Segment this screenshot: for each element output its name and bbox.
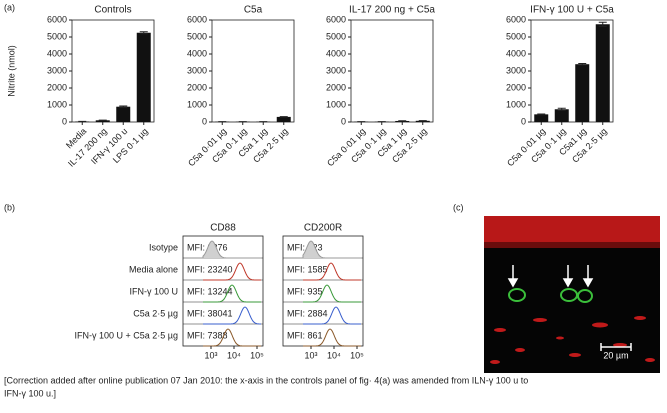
y-tick-label: 2000	[326, 82, 346, 92]
x-tick-label: 10⁵	[350, 350, 364, 360]
y-tick-label: 0	[341, 116, 346, 126]
panel-label: (c)	[453, 202, 464, 212]
bar	[595, 24, 610, 122]
histogram	[203, 328, 261, 347]
y-tick-label: 1000	[326, 99, 346, 109]
y-tick-label: 4000	[326, 48, 346, 58]
error-bar	[598, 21, 607, 27]
y-tick-label: 1000	[47, 99, 67, 109]
y-tick-label: 3000	[47, 65, 67, 75]
panel-title: CD88	[210, 223, 236, 234]
micrograph: 20 µm	[484, 216, 660, 373]
histogram	[303, 328, 361, 347]
mfi-label: MFI: 7388	[187, 330, 228, 340]
bar	[136, 32, 151, 122]
y-tick-label: 0	[62, 116, 67, 126]
histogram	[302, 240, 361, 259]
row-label: Media alone	[129, 264, 178, 274]
chart-title: Controls	[94, 5, 131, 16]
y-tick-label: 5000	[506, 31, 526, 41]
error-bar	[139, 31, 148, 35]
row-label: IFN-γ 100 U	[129, 286, 178, 296]
y-tick-label: 2000	[187, 82, 207, 92]
y-tick-label: 5000	[47, 31, 67, 41]
chart-title: IL-17 200 ng + C5a	[349, 5, 435, 16]
y-tick-label: 3000	[506, 65, 526, 75]
mfi-label: MFI: 13244	[187, 286, 233, 296]
plot-frame	[182, 235, 264, 347]
plot-frame	[350, 19, 434, 123]
y-tick-label: 4000	[47, 48, 67, 58]
y-tick-label: 2000	[47, 82, 67, 92]
y-tick-label: 4000	[187, 48, 207, 58]
chart-title: IFN-γ 100 U + C5a	[530, 5, 614, 16]
plot-frame	[282, 235, 364, 347]
correction-text: [Correction added after online publicati…	[4, 375, 528, 385]
row-label: C5a 2·5 µg	[133, 308, 178, 318]
x-tick-label: 10³	[204, 350, 217, 360]
histogram	[303, 306, 361, 325]
bar	[534, 114, 549, 122]
mfi-label: MFI: 3376	[187, 242, 228, 252]
y-tick-label: 1000	[187, 99, 207, 109]
x-tick-label: 10⁴	[227, 350, 241, 360]
error-bar	[119, 105, 128, 108]
y-tick-label: 6000	[326, 14, 346, 24]
y-tick-label: 5000	[326, 31, 346, 41]
mfi-label: MFI: 1585	[287, 264, 328, 274]
y-tick-label: 1000	[506, 99, 526, 109]
histogram	[303, 284, 361, 303]
panel-label: (a)	[4, 2, 15, 12]
x-tick-label: 10⁵	[250, 350, 264, 360]
y-axis-label: Nitrite (nmol)	[6, 45, 16, 97]
bar	[575, 64, 590, 122]
bar	[276, 116, 291, 122]
error-bar	[279, 116, 288, 118]
y-tick-label: 5000	[187, 31, 207, 41]
y-tick-label: 3000	[326, 65, 346, 75]
histogram	[203, 262, 261, 281]
bar	[554, 109, 569, 122]
y-tick-label: 0	[521, 116, 526, 126]
panel-title: CD200R	[304, 223, 342, 234]
mfi-label: MFI: 861	[287, 330, 323, 340]
panel-label: (b)	[4, 202, 15, 212]
y-tick-label: 6000	[47, 14, 67, 24]
error-bar	[578, 63, 587, 66]
mfi-label: MFI: 935	[287, 286, 323, 296]
correction-text: IFN-γ 100 u.]	[4, 388, 56, 398]
histogram	[303, 262, 361, 281]
mfi-label: MFI: 23240	[187, 264, 233, 274]
bar	[95, 120, 110, 122]
error-bar	[537, 113, 546, 116]
histogram	[203, 284, 261, 303]
histogram	[202, 240, 261, 259]
y-tick-label: 6000	[506, 14, 526, 24]
x-tick-label: 10⁴	[327, 350, 341, 360]
mfi-label: MFI: 2884	[287, 308, 328, 318]
y-tick-label: 3000	[187, 65, 207, 75]
mfi-label: MFI: 323	[287, 242, 323, 252]
y-tick-label: 0	[202, 116, 207, 126]
scale-bar-label: 20 µm	[603, 350, 628, 360]
chart-title: C5a	[244, 5, 263, 16]
plot-frame	[71, 19, 155, 123]
error-bar	[557, 107, 566, 111]
x-tick-label: 10³	[304, 350, 317, 360]
row-label: IFN-γ 100 U + C5a 2·5 µg	[75, 330, 178, 340]
mfi-label: MFI: 38041	[187, 308, 233, 318]
y-tick-label: 6000	[187, 14, 207, 24]
plot-frame	[211, 19, 295, 123]
histogram	[203, 306, 262, 325]
y-tick-label: 4000	[506, 48, 526, 58]
bar	[116, 106, 131, 122]
y-tick-label: 2000	[506, 82, 526, 92]
plot-frame	[530, 19, 614, 123]
row-label: Isotype	[149, 242, 178, 252]
